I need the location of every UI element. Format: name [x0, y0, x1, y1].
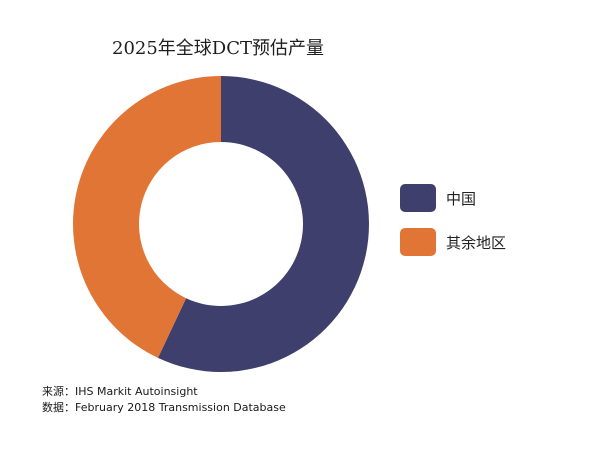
legend-swatch-china	[400, 184, 436, 212]
footnote-data: 数据：February 2018 Transmission Database	[42, 401, 286, 414]
chart-title: 2025年全球DCT预估产量	[112, 38, 325, 59]
donut-slice-china	[157, 76, 370, 372]
legend-label-china: 中国	[446, 189, 477, 208]
legend-label-rest-of-world: 其余地区	[446, 233, 507, 252]
chart-legend: 中国 其余地区	[400, 183, 570, 271]
footnote: 来源：IHS Markit Autoinsight 数据：February 20…	[42, 384, 286, 416]
legend-swatch-rest-of-world	[400, 228, 436, 256]
footnote-source: 来源：IHS Markit Autoinsight	[42, 385, 198, 398]
donut-slice-rest-of-world	[73, 76, 221, 358]
legend-item-rest-of-world: 其余地区	[400, 227, 570, 257]
legend-item-china: 中国	[400, 183, 570, 213]
